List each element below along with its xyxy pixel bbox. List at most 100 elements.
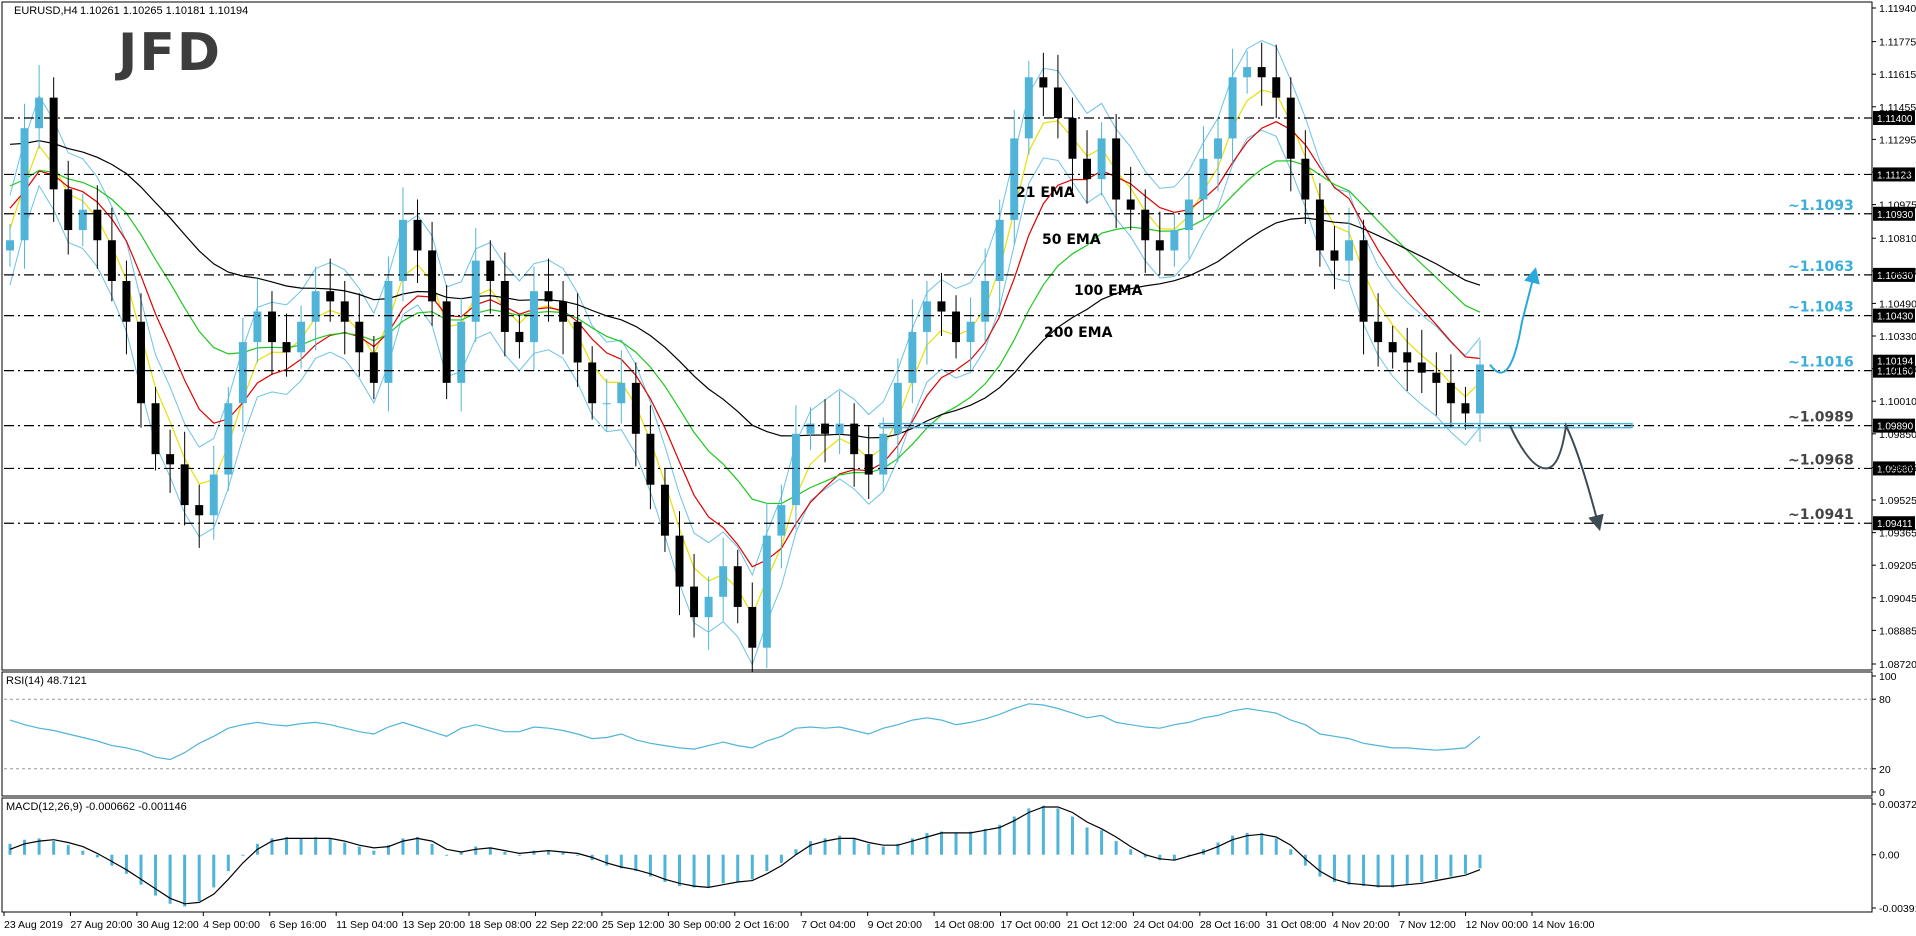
macd-title: MACD(12,26,9) -0.000662 -0.001146 <box>6 801 187 813</box>
candle-body <box>1228 77 1237 139</box>
price-tick-label: 1.09525 <box>1879 495 1916 507</box>
candle-body <box>602 403 611 405</box>
price-tick-label: 1.09850 <box>1879 429 1916 441</box>
time-tick-label: 31 Oct 08:00 <box>1266 919 1326 931</box>
macd-bar <box>969 831 973 855</box>
time-tick-label: 7 Nov 12:00 <box>1399 919 1456 931</box>
candle-body <box>93 209 102 241</box>
rsi-panel: RSI(14) 48.7121 100 80 20 0 <box>1 671 1897 799</box>
macd-bar <box>561 852 565 855</box>
time-tick-label: 11 Sep 04:00 <box>336 919 398 931</box>
macd-bar <box>1027 808 1031 855</box>
macd-bar <box>1245 832 1249 855</box>
candle-body <box>49 97 58 190</box>
macd-bar <box>1376 854 1380 888</box>
macd-bar <box>1260 832 1264 855</box>
macd-bar <box>1172 854 1176 861</box>
candle-body <box>1330 250 1339 261</box>
macd-bar <box>52 841 56 855</box>
level-box <box>1873 111 1915 126</box>
candle-body <box>384 280 393 383</box>
candle-body <box>1301 158 1310 200</box>
level-label: ~1.0989 <box>1788 410 1854 426</box>
level-label: ~1.1063 <box>1788 259 1854 275</box>
macd-bar <box>459 852 463 855</box>
support-zone <box>879 422 1633 429</box>
macd-bar <box>1231 835 1235 855</box>
macd-bar <box>66 845 70 855</box>
time-tick-label: 12 Nov 00:00 <box>1466 919 1529 931</box>
level-box-label: 1.09680 <box>1877 464 1914 475</box>
level-box-label: 1.09411 <box>1877 519 1913 530</box>
candle-body <box>35 97 44 129</box>
macd-bar <box>343 842 347 855</box>
macd-bar <box>1405 854 1409 885</box>
level-box <box>1873 167 1915 182</box>
macd-bar <box>124 854 128 874</box>
candle-body <box>297 321 306 353</box>
candle-body <box>282 342 291 353</box>
macd-bar <box>1478 854 1482 869</box>
candle-body <box>1170 230 1179 251</box>
macd-bar <box>1420 854 1424 882</box>
price-tick-label: 1.09365 <box>1879 528 1916 540</box>
candle-body <box>1257 67 1266 78</box>
macd-bar <box>1289 849 1293 855</box>
macd-bar <box>1158 854 1162 861</box>
candle-body <box>1141 209 1150 241</box>
bollinger-lower <box>9 129 1481 666</box>
macd-bar <box>1303 854 1307 866</box>
candle-body <box>631 382 640 434</box>
macd-bar <box>692 854 696 888</box>
price-axis: 1.11940 1.11775 1.11615 1.11455 1.11295 1.111… <box>1872 3 1916 671</box>
price-tick-label: 1.10975 <box>1879 200 1916 212</box>
macd-tick-label: 0.003723 <box>1879 799 1916 811</box>
macd-bar <box>721 854 725 884</box>
macd-bar <box>488 847 492 855</box>
price-tick-label: 1.08720 <box>1879 659 1916 671</box>
price-tick-label: 1.09205 <box>1879 560 1916 572</box>
candle-body <box>1374 321 1383 343</box>
candle-body <box>1417 362 1426 373</box>
macd-bar <box>867 843 871 855</box>
price-tick-label: 1.10010 <box>1879 396 1916 408</box>
level-box <box>1873 516 1915 531</box>
macd-tick-label: 0.00 <box>1879 850 1900 862</box>
macd-bar <box>1434 854 1438 880</box>
level-box-label: 1.11400 <box>1877 114 1913 125</box>
time-tick-label: 9 Oct 20:00 <box>868 919 922 931</box>
candle-body <box>268 311 276 343</box>
rsi-tick-label: 0 <box>1879 787 1885 799</box>
macd-bar <box>226 854 230 872</box>
level-box-label: 1.10930 <box>1877 210 1914 221</box>
macd-bar <box>37 838 41 855</box>
time-tick-label: 23 Aug 2019 <box>4 919 63 931</box>
macd-bar <box>852 838 856 855</box>
candle-body <box>1461 403 1470 414</box>
current-price-box <box>1873 354 1915 367</box>
macd-bar <box>896 843 900 855</box>
candle-body <box>122 280 131 322</box>
time-tick-label: 2 Oct 16:00 <box>735 919 789 931</box>
candle-body <box>777 505 786 536</box>
level-box-label: 1.10160 <box>1877 367 1914 378</box>
candle-body <box>529 291 538 343</box>
candle-body <box>1359 240 1368 322</box>
ema21-label: 21 EMA <box>1016 185 1075 201</box>
price-tick-label: 1.11455 <box>1879 102 1916 114</box>
macd-bar <box>328 838 332 855</box>
macd-bar <box>1332 854 1336 882</box>
macd-bar <box>1187 854 1191 856</box>
macd-bar <box>736 854 740 882</box>
macd-bar <box>547 850 551 855</box>
candle-body <box>646 433 655 485</box>
macd-bar <box>954 832 958 855</box>
macd-bar <box>1100 830 1104 855</box>
level-label: ~1.0941 <box>1788 507 1854 523</box>
level-box <box>1873 206 1915 221</box>
candle-body <box>195 505 204 516</box>
level-box-label: 1.09890 <box>1877 422 1914 433</box>
macd-bar <box>838 835 842 855</box>
scenario-arrows <box>1489 267 1604 532</box>
candle-body <box>224 403 233 475</box>
